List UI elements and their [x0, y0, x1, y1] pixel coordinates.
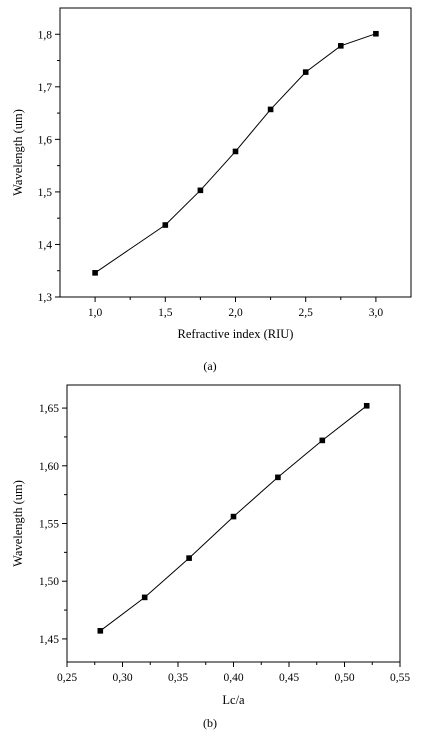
- x-tick-label: 2,5: [299, 307, 314, 319]
- data-point: [363, 402, 370, 409]
- y-tick-label: 1,65: [39, 403, 59, 415]
- y-tick-label: 1,8: [38, 29, 53, 41]
- plot-frame: [66, 384, 401, 663]
- x-tick-label: 3,0: [369, 307, 384, 319]
- y-tick-label: 1,45: [39, 634, 59, 646]
- y-tick-label: 1,5: [38, 187, 53, 199]
- x-tick-label: 0,55: [390, 672, 410, 684]
- data-point: [302, 69, 309, 75]
- data-point: [319, 437, 326, 444]
- data-point: [232, 148, 239, 155]
- chart-b: 0,25 0,30 0,35 0,40 0,45 0,50 0,55 1,45 1,50 1,55…: [11, 384, 410, 730]
- x-tick-label: 0,30: [112, 672, 132, 684]
- data-point: [186, 555, 192, 561]
- y-tick-label: 1,6: [38, 134, 53, 146]
- x-axis-title: Refractive index (RIU): [178, 327, 294, 341]
- data-point: [338, 43, 344, 49]
- figure-caption: (b): [203, 716, 217, 730]
- data-point: [275, 474, 281, 481]
- data-point: [197, 187, 204, 194]
- x-tick-label: 0,35: [168, 672, 188, 684]
- y-tick-label: 1,3: [38, 292, 53, 304]
- y-axis-title: Wavelength (um): [11, 480, 25, 567]
- x-tick-label: 1,0: [88, 307, 103, 319]
- data-point: [373, 30, 379, 37]
- data-point: [141, 594, 148, 601]
- y-tick-label: 1,55: [39, 519, 59, 531]
- y-tick-label: 1,7: [38, 82, 53, 94]
- data-point: [97, 628, 104, 634]
- x-tick-label: 0,25: [57, 672, 77, 684]
- y-tick-label: 1,50: [39, 576, 59, 588]
- x-tick-label: 1,5: [158, 307, 173, 319]
- x-tick-label: 0,45: [279, 672, 299, 684]
- x-axis-title: Lc/a: [222, 693, 245, 707]
- data-point: [267, 106, 274, 113]
- x-tick-label: 0,50: [334, 672, 354, 684]
- y-tick-label: 1,60: [39, 461, 59, 473]
- y-axis-title: Wavelength (um): [11, 109, 25, 196]
- data-point: [92, 270, 98, 276]
- series-line: [94, 33, 377, 274]
- x-tick-label: 0,40: [223, 672, 243, 684]
- data-point: [230, 513, 237, 520]
- data-point: [162, 222, 169, 228]
- figure-caption: (a): [203, 359, 216, 373]
- x-tick-label: 2,0: [228, 307, 243, 319]
- y-tick-label: 1,4: [38, 239, 53, 251]
- chart-a: 1,0 1,5 2,0 2,5 3,0 1,3 1,4 1,5 1,6 1,7 1,8 Wavelen…: [11, 7, 412, 373]
